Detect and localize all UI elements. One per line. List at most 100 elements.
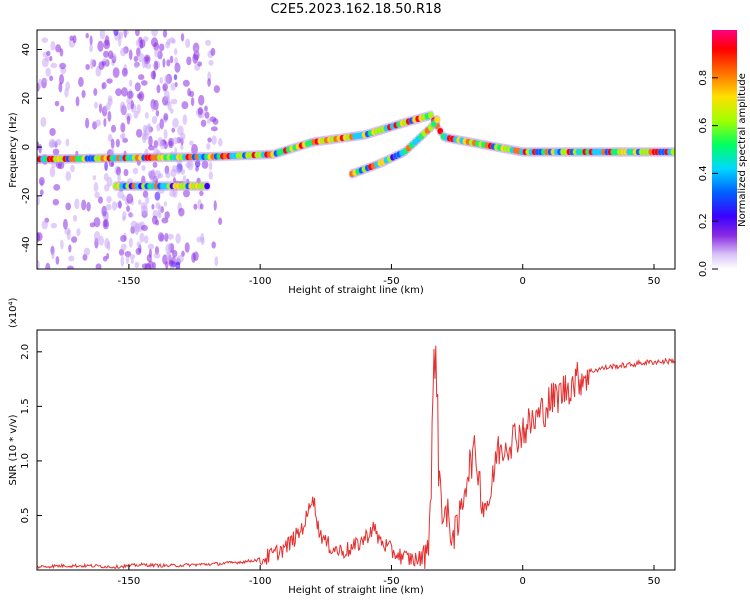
- spectrogram-x-label: Height of straight line (km): [288, 285, 424, 296]
- spectrogram-x-tick-label: 50: [648, 276, 661, 287]
- spectrogram-noise-speck: [159, 118, 165, 130]
- spectrogram-noise-speck: [121, 67, 128, 77]
- spectrogram-noise-speck: [49, 166, 56, 178]
- spectrogram-noise-speck: [205, 39, 212, 46]
- spectrogram-noise-speck: [193, 203, 198, 210]
- spectrogram-noise-speck: [75, 96, 80, 107]
- spectrogram-noise-speck: [174, 62, 181, 73]
- spectrogram-noise-speck: [206, 118, 211, 124]
- spectrogram-noise-speck: [143, 235, 149, 244]
- spectrogram-noise-speck: [126, 115, 131, 125]
- spectrogram-noise-speck: [170, 98, 178, 105]
- spectrogram-noise-speck: [38, 143, 42, 154]
- spectrogram-noise-speck: [118, 200, 122, 209]
- spectrogram-noise-speck: [50, 62, 58, 69]
- spectrogram-noise-speck: [141, 263, 149, 269]
- spectrogram-noise-speck: [153, 60, 159, 71]
- spectrogram-noise-speck: [136, 241, 142, 248]
- spectrogram-noise-speck: [208, 161, 213, 171]
- spectrogram-noise-speck: [104, 35, 110, 46]
- spectrogram-noise-speck: [98, 61, 105, 70]
- spectrogram-noise-speck: [48, 141, 56, 149]
- spectrogram-noise-speck: [154, 48, 160, 58]
- spectrogram-noise-speck: [92, 174, 97, 181]
- colorbar-ticks: 0.0 0.2 0.4 0.6 0.8: [698, 70, 718, 277]
- spectrogram-noise-speck: [55, 255, 60, 265]
- spectrogram-noise-speck: [58, 82, 63, 93]
- spectrogram-noise-speck: [118, 248, 125, 256]
- spectrogram-noise-speck: [37, 195, 40, 206]
- spectrogram-noise-speck: [178, 207, 185, 217]
- spectrogram-noise-speck: [141, 224, 148, 232]
- spectrogram-noise-speck: [121, 132, 126, 140]
- spectrogram-noise-speck: [190, 97, 195, 107]
- spectrogram-noise-speck: [115, 88, 122, 97]
- spectrogram-noise-speck: [180, 33, 185, 42]
- spectrogram-noise-speck: [218, 217, 223, 225]
- spectrogram-noise-speck: [167, 101, 172, 111]
- spectrogram-y-tick-label: -20: [21, 188, 32, 204]
- spectrogram-noise-speck: [130, 220, 138, 228]
- spectrogram-noise-speck: [141, 57, 146, 69]
- spectrogram-noise-speck: [141, 165, 146, 172]
- colorbar-label: Normalized spectral amplitude: [737, 73, 748, 227]
- snr-x-tick-label: 50: [648, 576, 661, 587]
- spectrogram-noise-speck: [207, 137, 212, 143]
- spectrogram-noise-speck: [154, 246, 160, 255]
- spectrogram-noise-speck: [40, 117, 47, 127]
- spectrogram-noise-speck: [126, 90, 134, 99]
- spectrogram-noise-speck: [204, 105, 208, 112]
- spectrogram-noise-speck: [38, 176, 45, 186]
- spectrogram-noise-speck: [133, 55, 139, 62]
- spectrogram-noise-speck: [164, 74, 170, 85]
- spectrogram-noise-speck: [147, 170, 152, 177]
- spectrogram-noise-speck: [51, 251, 55, 260]
- spectrogram-noise-speck: [208, 59, 214, 66]
- spectrogram-noise-speck: [211, 241, 216, 249]
- spectrogram-noise-speck: [132, 167, 139, 175]
- spectrogram-panel: -150 -100 -50 0 50 40 20 0 -20 -40 Height of str…: [8, 29, 676, 296]
- spectrogram-noise-speck: [73, 214, 78, 222]
- colorbar-tick-label: 0.4: [698, 165, 709, 181]
- spectrogram-noise-speck: [55, 138, 62, 146]
- spectrogram-noise-speck: [149, 176, 157, 182]
- spectrogram-noise-speck: [120, 103, 127, 115]
- snr-y-tick-label: 2.0: [20, 344, 31, 360]
- snr-plot-area: [37, 330, 675, 570]
- spectrogram-noise-speck: [120, 243, 127, 251]
- spectrogram-noise-speck: [155, 202, 161, 209]
- spectrogram-noise-speck: [181, 101, 189, 110]
- spectrogram-noise-speck: [65, 171, 72, 181]
- spectrogram-noise-speck: [134, 82, 141, 92]
- spectrogram-noise-speck: [163, 201, 168, 207]
- spectrogram-noise-speck: [180, 168, 186, 175]
- figure-title: C2E5.2023.162.18.50.R18: [270, 2, 442, 17]
- spectrogram-noise-speck: [101, 81, 107, 90]
- spectrogram-noise-speck: [174, 48, 178, 56]
- spectrogram-noise-speck: [156, 123, 161, 132]
- spectrogram-noise-speck: [106, 78, 113, 84]
- spectrogram-noise-speck: [120, 234, 127, 242]
- spectrogram-y-tick-label: 0: [21, 144, 32, 150]
- spectrogram-noise-speck: [173, 257, 180, 263]
- spectrogram-band-cell: [434, 116, 440, 123]
- spectrogram-noise-speck: [104, 161, 108, 171]
- spectrogram-noise-speck: [89, 222, 96, 228]
- spectrogram-noise-speck: [97, 40, 104, 52]
- spectrogram-noise-speck: [41, 57, 49, 68]
- spectrogram-noise-speck: [151, 168, 156, 177]
- spectrogram-noise-speck: [138, 199, 142, 206]
- spectrogram-noise-speck: [151, 115, 158, 125]
- spectrogram-noise-speck: [104, 237, 110, 249]
- spectrogram-noise-speck: [68, 244, 72, 253]
- spectrogram-noise-speck: [161, 217, 169, 224]
- spectrogram-noise-speck: [173, 74, 178, 81]
- spectrogram-noise-speck: [89, 44, 94, 53]
- snr-panel: -150 -100 -50 0 50 0.5 1.0 1.5 2.0 Height of st…: [8, 297, 676, 596]
- spectrogram-noise-speck: [106, 253, 110, 260]
- spectrogram-noise-speck: [169, 37, 175, 44]
- spectrogram-noise-speck: [82, 253, 88, 261]
- spectrogram-noise-speck: [169, 108, 174, 114]
- spectrogram-noise-speck: [69, 35, 74, 41]
